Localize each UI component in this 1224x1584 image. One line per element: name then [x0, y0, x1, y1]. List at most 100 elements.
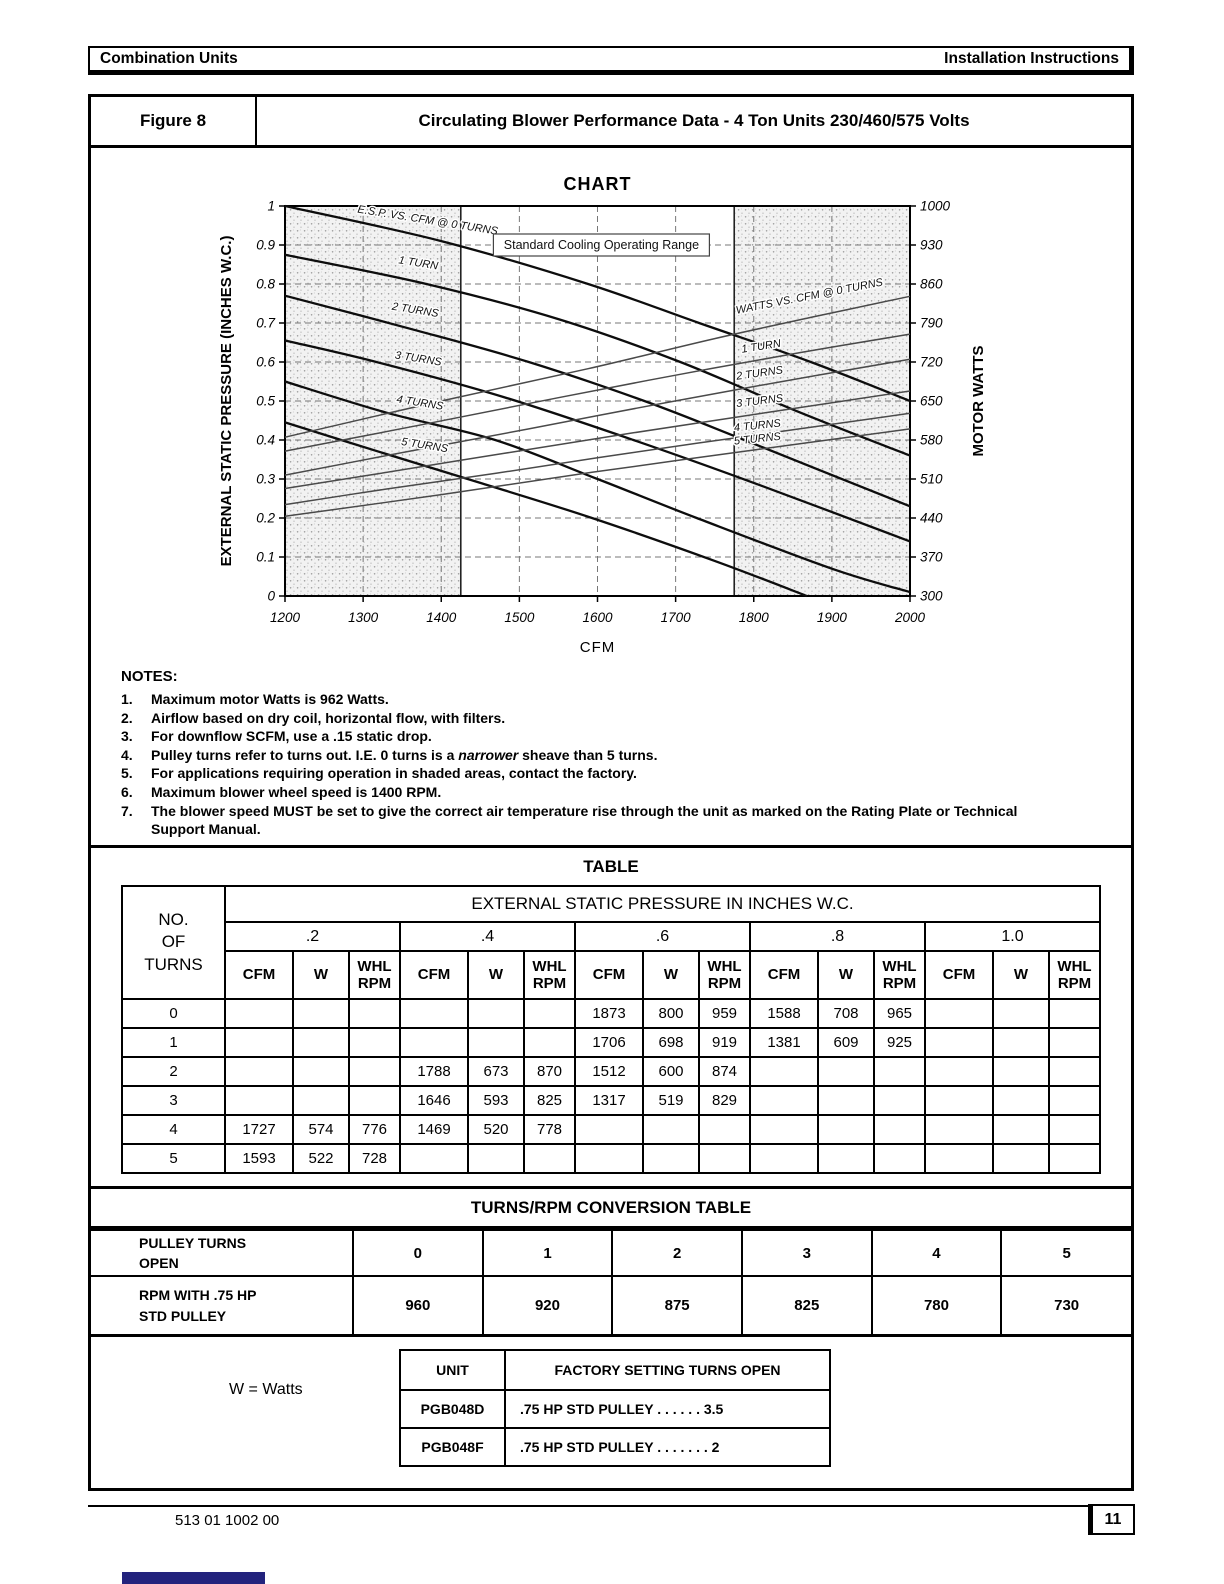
data-cell [1048, 1114, 1101, 1145]
left-tick-label: 0.6 [256, 355, 275, 370]
note-item: 3. For downflow SCFM, use a .15 static dr… [121, 727, 1131, 746]
table-section: TABLE NO. OF TURNS EXTERNAL STATIC PRESSU… [91, 848, 1131, 1189]
turns-cell: 0 [121, 998, 226, 1029]
esp-curve-5-turns [284, 421, 808, 598]
data-cell: 925 [873, 1027, 926, 1058]
data-cell [292, 1085, 350, 1116]
right-tick-label: 370 [920, 550, 943, 565]
note-text: For downflow SCFM, use a .15 static drop… [151, 728, 432, 745]
watts-curve-5-turns [284, 428, 911, 518]
x-axis-label: CFM [580, 639, 616, 656]
legend-label: Standard Cooling Operating Range [504, 238, 699, 252]
sub-header: CFM [399, 950, 469, 1000]
figure-box: Figure 8 Circulating Blower Performance … [88, 94, 1134, 1491]
conversion-section: TURNS/RPM CONVERSION TABLE PULLEY TURNS … [91, 1189, 1131, 1337]
data-cell [467, 998, 525, 1029]
table-row: 0 1873 800 959 1588 708 965 [121, 998, 1101, 1029]
conversion-title: TURNS/RPM CONVERSION TABLE [91, 1189, 1131, 1229]
sub-header: WHL RPM [1048, 950, 1101, 1000]
note-item: 1. Maximum motor Watts is 962 Watts. [121, 690, 1131, 709]
sub-header: W [642, 950, 700, 1000]
data-cell [523, 1027, 576, 1058]
data-cell: 1593 [224, 1143, 294, 1174]
esp-curve-2-turns [284, 294, 911, 508]
data-cell: 1706 [574, 1027, 644, 1058]
data-cell [749, 1056, 819, 1087]
data-cell [992, 998, 1050, 1029]
pressure-header: .8 [749, 921, 926, 952]
esp-curve-0-turns [284, 204, 911, 403]
data-cell [642, 1114, 700, 1145]
data-cell [224, 1085, 294, 1116]
rpm-value: 960 [352, 1275, 484, 1334]
data-cell: 600 [642, 1056, 700, 1087]
note-text: Airflow based on dry coil, horizontal fl… [151, 709, 506, 726]
data-cell [992, 1085, 1050, 1116]
watts-curve-0-turns [284, 295, 911, 438]
sub-header: WHL RPM [523, 950, 576, 1000]
notes-list: 1. Maximum motor Watts is 962 Watts. 2. Air… [121, 690, 1131, 839]
figure-header: Figure 8 Circulating Blower Performance … [91, 97, 1131, 148]
data-cell: 698 [642, 1027, 700, 1058]
data-cell: 874 [698, 1056, 751, 1087]
data-cell [399, 1143, 469, 1174]
right-tick-label: 650 [920, 394, 943, 409]
data-cell [817, 1114, 875, 1145]
pulley-turns-value: 1 [481, 1229, 614, 1277]
data-cell: 919 [698, 1027, 751, 1058]
data-cell [924, 1027, 994, 1058]
x-tick-label: 1800 [739, 610, 770, 625]
note-text: Maximum motor Watts is 962 Watts. [151, 691, 389, 707]
pulley-turns-value: 3 [740, 1229, 873, 1277]
data-cell [992, 1143, 1050, 1174]
data-cell [1048, 1085, 1101, 1116]
left-tick-label: 0.1 [256, 550, 275, 565]
data-cell [924, 998, 994, 1029]
data-cell [749, 1143, 819, 1174]
sub-header: CFM [924, 950, 994, 1000]
data-cell: 1788 [399, 1056, 469, 1087]
esp-curve-1-turn [284, 253, 911, 457]
data-cell [348, 998, 401, 1029]
data-cell: 522 [292, 1143, 350, 1174]
pulley-turns-label: PULLEY TURNS OPEN [91, 1229, 354, 1277]
right-tick-label: 300 [920, 589, 943, 604]
data-cell: 825 [523, 1085, 576, 1116]
data-cell [698, 1143, 751, 1174]
data-cell: 673 [467, 1056, 525, 1087]
note-number: 7. [121, 802, 133, 819]
legend-box [492, 233, 711, 257]
pressure-header: 1.0 [924, 921, 1101, 952]
chart-section: E.S.P. VS. CFM @ 0 TURNS 1 TURN 2 TURNS 3 T… [91, 148, 1131, 848]
turns-cell: 4 [121, 1114, 226, 1145]
x-tick-label: 2000 [894, 610, 926, 625]
rpm-value: 825 [740, 1275, 873, 1334]
data-cell [873, 1114, 926, 1145]
page-number: 11 [1104, 1510, 1122, 1528]
left-tick-label: 0.5 [256, 394, 275, 409]
left-tick-label: 0 [267, 589, 275, 604]
table-row: 4 1727 574 776 1469 520 778 [121, 1114, 1101, 1145]
rpm-value: 730 [1000, 1275, 1131, 1334]
note-item: 2. Airflow based on dry coil, horizontal … [121, 709, 1131, 728]
right-axis-label: MOTOR WATTS [970, 345, 987, 456]
right-tick-label: 720 [920, 355, 943, 370]
unit-cell: PGB048F [399, 1427, 506, 1467]
data-cell [399, 998, 469, 1029]
unit-cell: PGB048D [399, 1389, 506, 1429]
x-tick-label: 1400 [426, 610, 457, 625]
conversion-row: RPM WITH .75 HP STD PULLEY 960 920 875 825 78… [91, 1275, 1131, 1334]
data-cell [224, 998, 294, 1029]
data-cell [992, 1114, 1050, 1145]
footer-divider [88, 1505, 1134, 1507]
data-cell [1048, 1143, 1101, 1174]
data-cell [924, 1114, 994, 1145]
figure-title: Circulating Blower Performance Data - 4 … [418, 111, 970, 130]
data-cell [348, 1027, 401, 1058]
x-tick-label: 1900 [817, 610, 848, 625]
data-cell [924, 1085, 994, 1116]
x-tick-label: 1700 [661, 610, 692, 625]
data-cell: 1873 [574, 998, 644, 1029]
data-cell [1048, 998, 1101, 1029]
